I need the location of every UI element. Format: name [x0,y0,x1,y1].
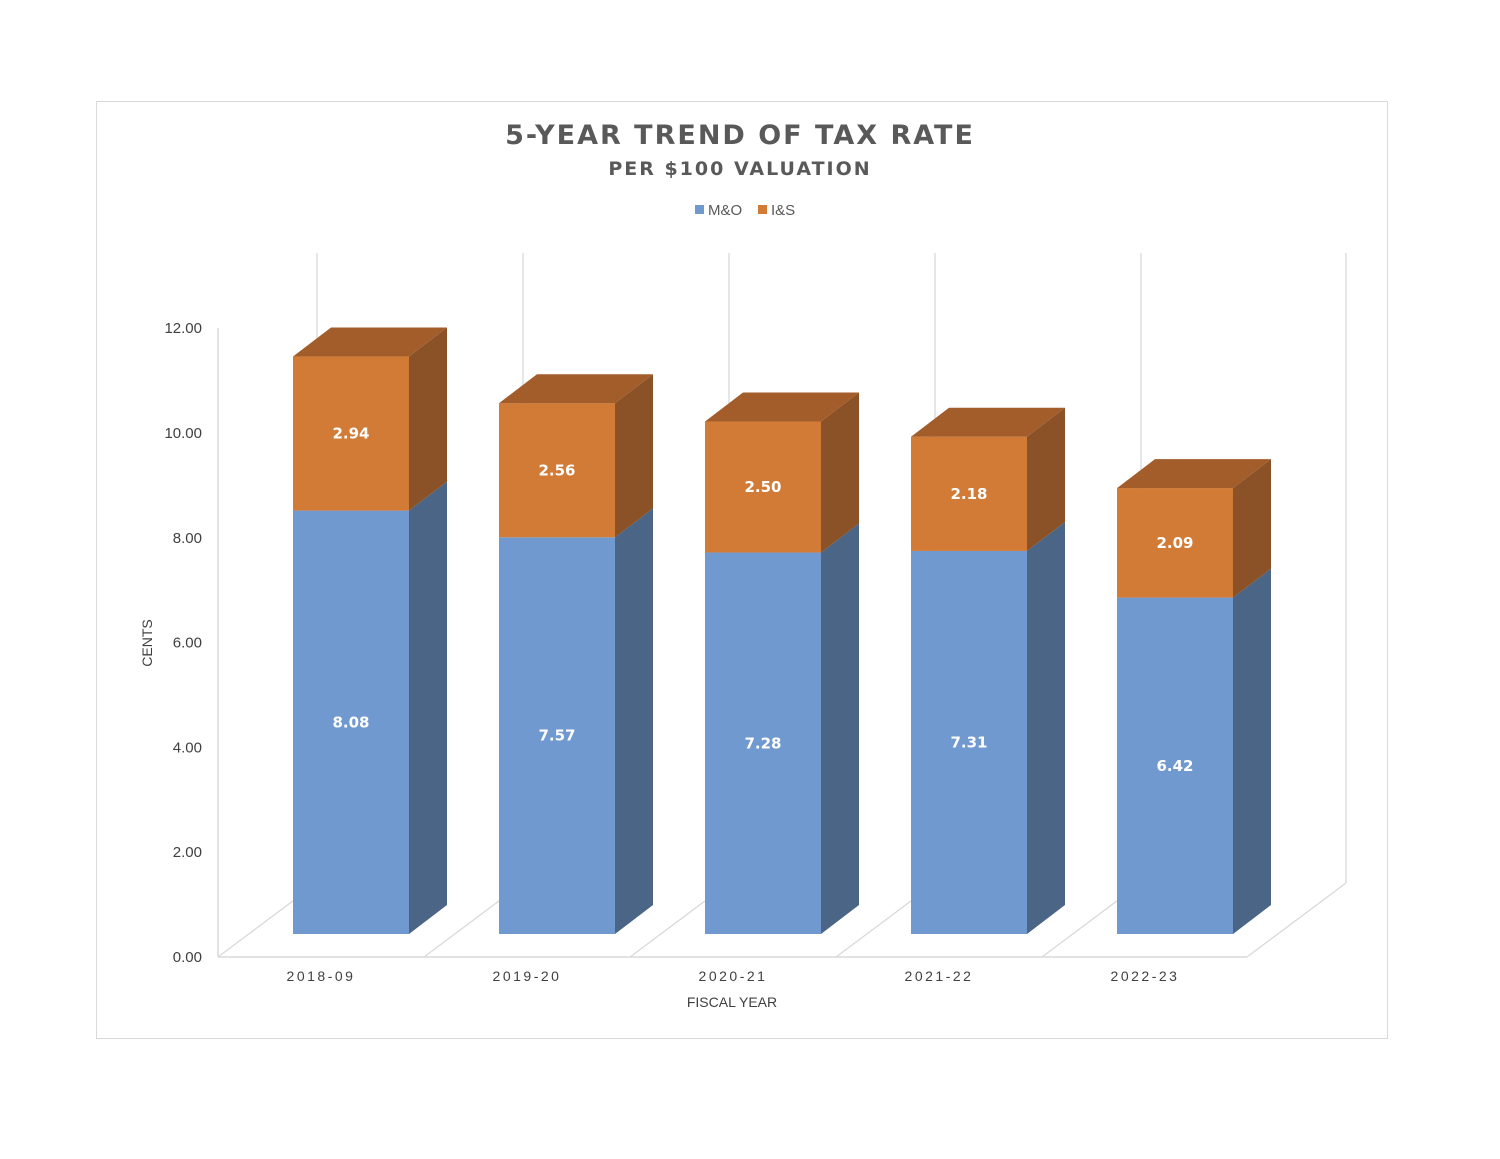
bar-segment-mo [705,552,821,934]
y-tick-label: 12.00 [164,320,202,337]
bar-side-0 [615,508,653,934]
data-label: 2.50 [744,478,781,496]
y-tick-label: 6.00 [173,635,202,652]
bar-side-0 [409,481,447,934]
bar-stack: 7.57 2.56 [499,374,653,934]
y-axis: 0.00 2.00 4.00 6.00 8.00 10.00 12.00 [164,320,219,966]
bar-stack: 7.31 2.18 [911,407,1065,934]
data-label: 2.56 [538,461,575,479]
bar-segment-is [911,436,1027,551]
bars: 8.08 2.94 7.57 2.56 7.28 2.50 7.31 2.18 6.42 2.09 [293,327,1271,934]
bar-side-1 [1233,459,1271,598]
x-tick-label: 2019-20 [493,968,562,984]
legend-swatch-is [758,205,767,214]
data-label: 2.09 [1156,534,1193,552]
bar-top [1117,459,1271,489]
bar-segment-mo [1117,597,1233,934]
y-tick-label: 0.00 [173,949,202,966]
bar-side-1 [615,374,653,538]
chart-subtitle: PER $100 VALUATION [608,158,871,180]
bar-side-0 [1233,568,1271,934]
bar-segment-is [293,356,409,511]
y-tick-label: 2.00 [173,844,202,861]
legend: M&O I&S [695,202,795,219]
bar-top [499,374,653,404]
legend-label-mo: M&O [708,202,742,219]
chart-title: 5-YEAR TREND OF TAX RATE [505,120,975,151]
data-label: 8.08 [332,713,369,731]
y-tick-label: 4.00 [173,739,202,756]
floor-line [1246,882,1347,958]
bar-segment-is [705,421,821,553]
data-label: 2.18 [950,485,987,503]
legend-swatch-mo [695,205,704,214]
x-axis-label: FISCAL YEAR [687,994,777,1010]
x-tick-label: 2018-09 [287,968,356,984]
bar-segment-is [499,403,615,538]
data-label: 7.28 [744,734,781,752]
data-label: 6.42 [1156,757,1193,775]
bar-segment-mo [293,510,409,934]
x-tick-label: 2020-21 [699,968,768,984]
bar-side-1 [821,392,859,553]
bar-segment-mo [911,550,1027,934]
x-tick-label: 2022-23 [1111,968,1180,984]
bar-side-1 [409,327,447,511]
chart-frame [96,101,1388,1039]
bar-side-0 [1027,521,1065,934]
legend-label-is: I&S [771,202,795,219]
x-axis: 2018-09 2019-20 2020-21 2021-22 2022-23 [287,968,1180,984]
bar-side-1 [1027,407,1065,551]
y-tick-label: 8.00 [173,530,202,547]
data-label: 7.31 [950,733,987,751]
bar-side-0 [821,523,859,934]
data-label: 2.94 [332,425,369,443]
bar-stack: 6.42 2.09 [1117,459,1271,934]
bar-top [705,392,859,422]
bar-stack: 8.08 2.94 [293,327,447,934]
bar-segment-mo [499,537,615,934]
bar-top [911,407,1065,437]
y-tick-label: 10.00 [164,425,202,442]
bar-segment-is [1117,488,1233,598]
bar-stack: 7.28 2.50 [705,392,859,934]
data-label: 7.57 [538,727,575,745]
x-tick-label: 2021-22 [905,968,974,984]
bar-top [293,327,447,357]
y-axis-label: CENTS [139,619,155,666]
